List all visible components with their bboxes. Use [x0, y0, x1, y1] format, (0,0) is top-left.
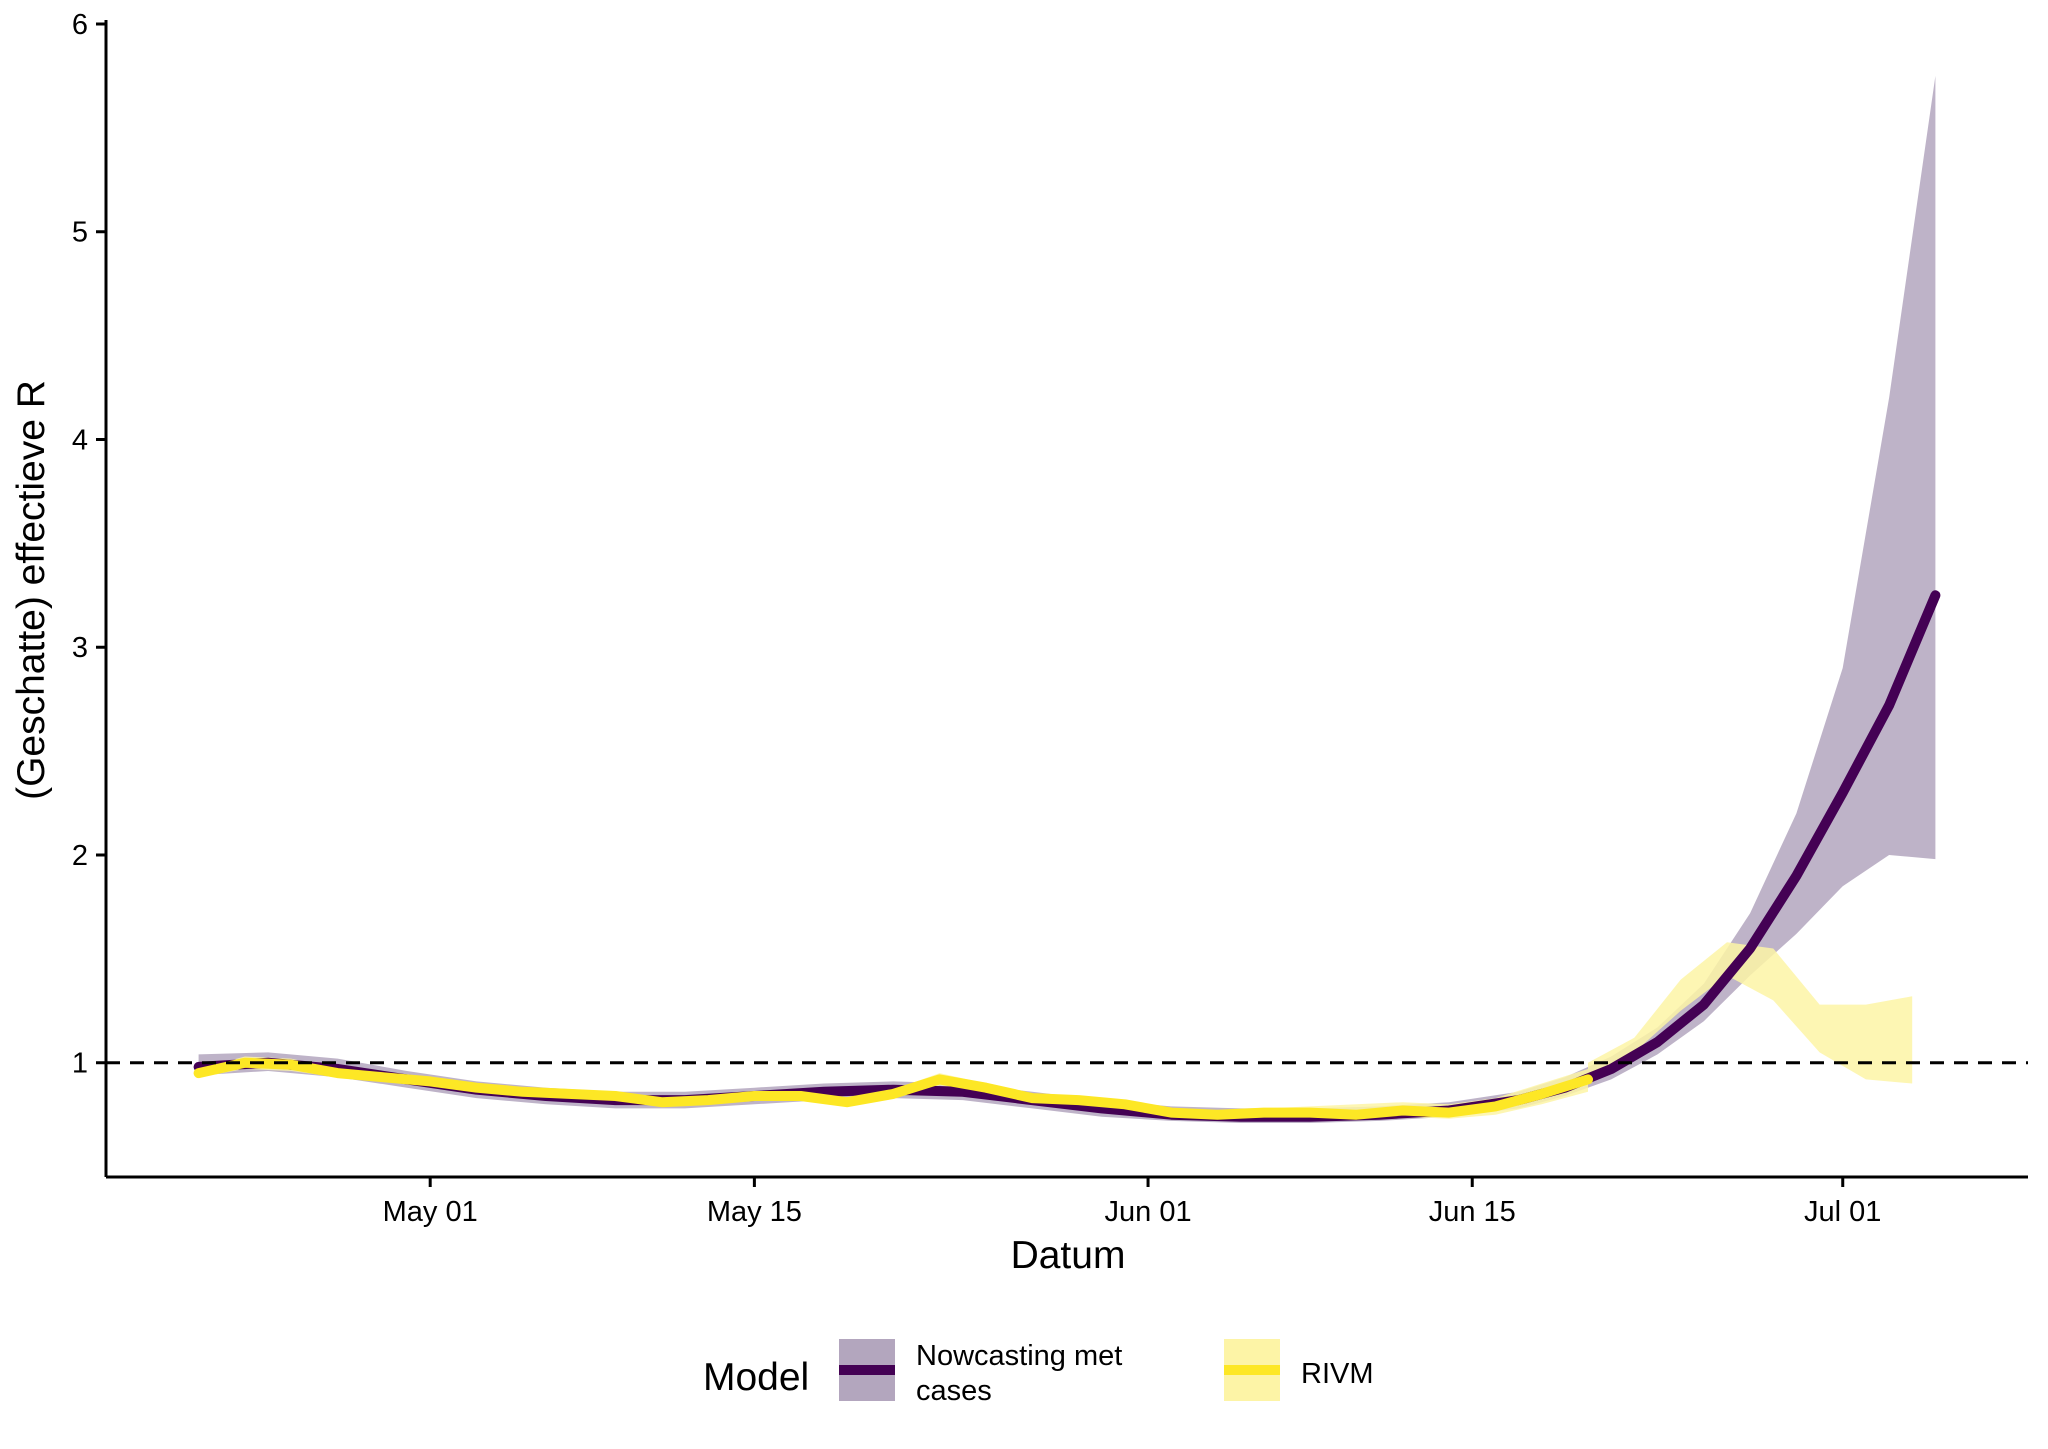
legend-title: Model [703, 1356, 809, 1399]
y-tick-label: 2 [72, 840, 88, 872]
legend-label: RIVM [1301, 1358, 1374, 1390]
legend-item-rivm: RIVM [1224, 1339, 1374, 1401]
y-tick-label: 4 [72, 424, 88, 456]
line-rivm [193, 1057, 1593, 1120]
x-tick-label: Jul 01 [1804, 1196, 1881, 1228]
y-tick-label: 6 [72, 9, 88, 41]
x-tick-label: May 15 [707, 1196, 802, 1228]
y-tick-label: 1 [72, 1048, 88, 1080]
legend: Model Nowcasting met cases RIVM [703, 1339, 1374, 1407]
y-tick-label: 5 [72, 217, 88, 249]
y-axis-title: (Geschatte) effectieve R [10, 380, 53, 800]
legend-label: Nowcasting met cases [916, 1340, 1122, 1407]
band-rivm-extended [1588, 942, 1913, 1084]
legend-item-nowcasting: Nowcasting met cases [839, 1339, 1122, 1407]
x-axis-title: Datum [1011, 1234, 1126, 1277]
x-tick-label: May 01 [383, 1196, 478, 1228]
x-tick-label: Jun 01 [1105, 1196, 1192, 1228]
y-tick-label: 3 [72, 632, 88, 664]
x-tick-label: Jun 15 [1429, 1196, 1516, 1228]
